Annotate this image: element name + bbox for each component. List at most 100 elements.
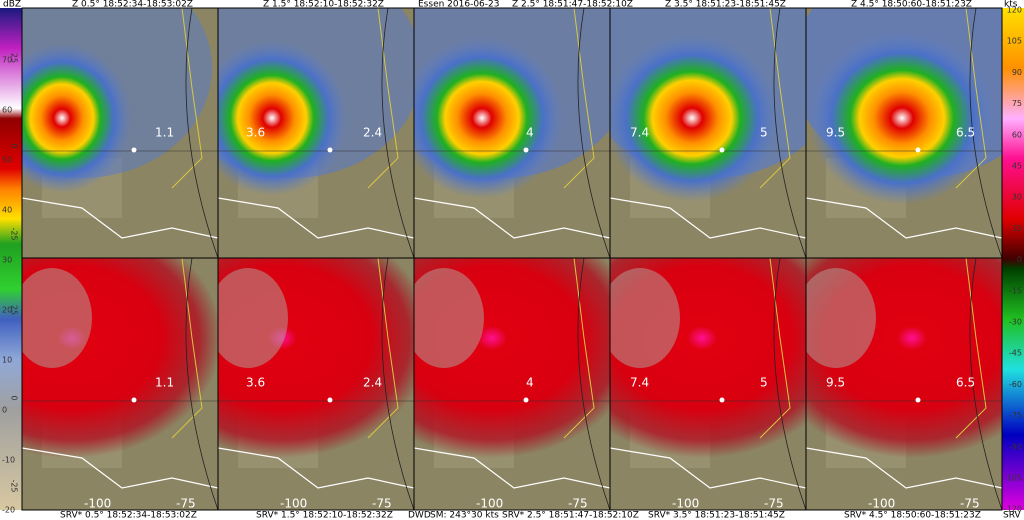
dbz-tick: -20: [2, 506, 15, 515]
radar-site: [327, 397, 333, 403]
range-label: -100: [84, 497, 111, 511]
panel: [218, 8, 414, 258]
radar-site: [719, 397, 725, 403]
storm-core: [808, 31, 996, 205]
panel-title: Z 2.5° 18:51:47-18:52:10Z: [512, 0, 633, 10]
kts-tick: 75: [1012, 99, 1022, 108]
source: DWD: [408, 511, 431, 520]
range-label: -75: [372, 497, 392, 511]
mixed-region: [610, 268, 680, 368]
radar-site: [327, 147, 333, 153]
dbz-tick: 40: [2, 206, 12, 215]
storm-core: [22, 43, 132, 193]
left-colorbar: [0, 8, 22, 510]
height-label: 9.5: [826, 126, 845, 140]
radar-site: [915, 147, 921, 153]
height-label: 2.4: [363, 126, 382, 140]
range-ring: [381, 258, 414, 510]
mixed-region: [218, 268, 288, 368]
panel: [22, 258, 218, 510]
range-label: -100: [868, 497, 895, 511]
kts-tick: 90: [1012, 68, 1022, 77]
panel: [806, 258, 1002, 510]
right-unit: SRV: [1003, 511, 1021, 520]
height-label: 1.1: [155, 126, 174, 140]
kts-tick: -15: [1009, 286, 1022, 295]
range-ring: [773, 8, 806, 258]
panel-title: Z 0.5° 18:52:34-18:53:02Z: [72, 0, 193, 10]
panel-frame: [805, 257, 1003, 511]
height-label: 1.1: [155, 376, 174, 390]
range-ring: [577, 8, 610, 258]
panel: [414, 258, 610, 510]
srv-tick: 0: [10, 143, 19, 148]
panel-title: Z 1.5° 18:52:10-18:52:32Z: [263, 0, 384, 10]
panel-title: SRV* 3.5° 18:51:23-18:51:45Z: [648, 511, 785, 520]
border: [806, 447, 1002, 489]
kts-tick: 15: [1012, 224, 1022, 233]
border: [610, 197, 806, 239]
range-ring: [969, 258, 1002, 510]
radar-site: [523, 147, 529, 153]
dbz-tick: 70: [2, 56, 12, 65]
dbz-tick: 20: [2, 306, 12, 315]
storm-core: [218, 40, 348, 196]
dbz-tick: -10: [2, 456, 15, 465]
height-label: 6.5: [956, 376, 975, 390]
height-label: 9.5: [826, 376, 845, 390]
border: [610, 447, 806, 489]
panel: [610, 8, 806, 258]
kts-tick: 120: [1007, 6, 1022, 15]
dbz-tick: 30: [2, 256, 12, 265]
range-label: -100: [476, 497, 503, 511]
border: [218, 197, 414, 239]
kts-tick: -60: [1009, 380, 1022, 389]
radar-site: [131, 397, 137, 403]
panel-title: SRV* 2.5° 18:51:47-18:52:10Z: [502, 511, 639, 520]
panel: [610, 258, 806, 510]
panel: [218, 258, 414, 510]
kts-tick: 0: [1017, 255, 1022, 264]
border: [22, 197, 218, 239]
dbz-tick: 0: [2, 406, 7, 415]
panel: [22, 8, 218, 258]
range-ring: [969, 8, 1002, 258]
kts-tick: -120: [1004, 505, 1022, 514]
srv-tick: 25: [10, 305, 19, 315]
panel: [414, 8, 610, 258]
site: Essen 2016-06-23: [418, 0, 499, 10]
panel-title: SRV* 1.5° 18:52:10-18:52:32Z: [256, 511, 393, 520]
radar-site: [131, 147, 137, 153]
range-ring: [185, 258, 218, 510]
panel-title: SRV* 4.5° 18:50:60-18:51:23Z: [844, 511, 981, 520]
height-label: 3.6: [246, 376, 265, 390]
srv-tick: 0: [10, 395, 19, 400]
right-colorbar: [1002, 8, 1024, 510]
left-unit: dBZ: [3, 0, 21, 10]
radar-site: [523, 397, 529, 403]
mixed-region: [414, 268, 484, 368]
height-label: 7.4: [630, 126, 649, 140]
range-label: -100: [672, 497, 699, 511]
kts-tick: -75: [1009, 411, 1022, 420]
srv-tick: -25: [10, 227, 19, 240]
range-ring: [773, 258, 806, 510]
panel-title: Z 3.5° 18:51:23-18:51:45Z: [665, 0, 786, 10]
radar-site: [915, 397, 921, 403]
height-label: 5: [760, 376, 768, 390]
range-ring: [381, 8, 414, 258]
range-label: -75: [764, 497, 784, 511]
kts-tick: 60: [1012, 130, 1022, 139]
height-label: 7.4: [630, 376, 649, 390]
border: [806, 197, 1002, 239]
range-ring: [577, 258, 610, 510]
height-label: 3.6: [246, 126, 265, 140]
dbz-tick: 50: [2, 156, 12, 165]
storm-core: [610, 34, 780, 202]
range-label: -75: [568, 497, 588, 511]
height-label: 6.5: [956, 126, 975, 140]
border: [414, 447, 610, 489]
kts-tick: -30: [1009, 318, 1022, 327]
storm-motion: SM: 243°30 kts: [430, 511, 499, 520]
